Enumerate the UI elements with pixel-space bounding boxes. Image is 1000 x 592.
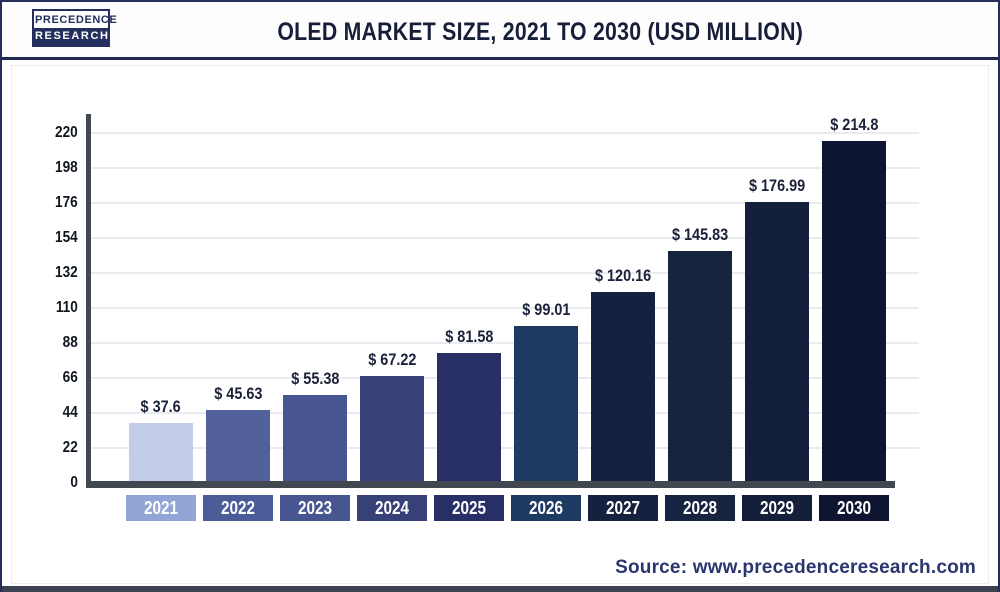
y-tick-label-132: 132 xyxy=(6,263,78,283)
gridline-132 xyxy=(91,272,919,275)
bar-value-text-2026: $ 99.01 xyxy=(521,300,571,319)
year-label-text-2027: 2027 xyxy=(605,497,641,518)
bar-value-label-2024: $ 67.22 xyxy=(322,349,462,371)
y-tick-label-220: 220 xyxy=(6,123,78,143)
year-label-box-2021: 2021 xyxy=(126,495,196,521)
y-tick-text-132: 132 xyxy=(55,264,78,282)
logo-line-precedence: PRECEDENCE xyxy=(34,11,117,28)
year-label-box-2029: 2029 xyxy=(742,495,812,521)
y-tick-text-66: 66 xyxy=(62,369,78,387)
bar-value-text-2021: $ 37.6 xyxy=(140,397,182,416)
gridline-110 xyxy=(91,307,919,310)
year-label-box-2024: 2024 xyxy=(357,495,427,521)
header: PRECEDENCE RESEARCH OLED MARKET SIZE, 20… xyxy=(2,2,998,60)
y-tick-label-44: 44 xyxy=(6,403,78,423)
bar-value-text-2029: $ 176.99 xyxy=(748,176,806,195)
bar-value-text-2028: $ 145.83 xyxy=(671,225,729,244)
y-tick-label-110: 110 xyxy=(6,298,78,318)
bar-2029 xyxy=(745,202,809,483)
gridline-44 xyxy=(91,412,919,415)
y-tick-label-198: 198 xyxy=(6,158,78,178)
bar-value-label-2026: $ 99.01 xyxy=(476,299,616,321)
year-label-text-2023: 2023 xyxy=(297,497,333,518)
gridline-154 xyxy=(91,237,919,240)
year-label-text-2030: 2030 xyxy=(836,497,872,518)
y-tick-label-154: 154 xyxy=(6,228,78,248)
year-label-box-2026: 2026 xyxy=(511,495,581,521)
bar-value-text-2022: $ 45.63 xyxy=(213,384,263,403)
y-tick-text-44: 44 xyxy=(62,404,78,422)
y-tick-text-154: 154 xyxy=(55,229,78,247)
bar-value-label-2028: $ 145.83 xyxy=(630,224,770,246)
y-tick-label-22: 22 xyxy=(6,438,78,458)
year-label-text-2021: 2021 xyxy=(143,497,179,518)
bar-2024 xyxy=(360,376,424,483)
x-axis-line xyxy=(86,481,895,488)
bar-2023 xyxy=(283,395,347,483)
year-label-text-2026: 2026 xyxy=(528,497,564,518)
year-label-box-2023: 2023 xyxy=(280,495,350,521)
y-tick-text-220: 220 xyxy=(55,124,78,142)
bottom-border xyxy=(2,586,998,592)
year-label-box-2027: 2027 xyxy=(588,495,658,521)
y-tick-label-66: 66 xyxy=(6,368,78,388)
bar-value-label-2027: $ 120.16 xyxy=(553,265,693,287)
chart-title: OLED MARKET SIZE, 2021 TO 2030 (USD MILL… xyxy=(2,18,998,47)
bar-value-label-2021: $ 37.6 xyxy=(91,396,231,418)
source-attribution: Source: www.precedenceresearch.com xyxy=(615,557,976,578)
bar-2022 xyxy=(206,410,270,483)
bar-value-label-2022: $ 45.63 xyxy=(168,383,308,405)
year-label-box-2030: 2030 xyxy=(819,495,889,521)
bar-value-text-2027: $ 120.16 xyxy=(594,266,652,285)
gridline-198 xyxy=(91,167,919,170)
chart-title-text: OLED MARKET SIZE, 2021 TO 2030 (USD MILL… xyxy=(277,18,803,46)
bar-value-label-2029: $ 176.99 xyxy=(707,175,847,197)
year-label-text-2022: 2022 xyxy=(220,497,256,518)
logo-line-research: RESEARCH xyxy=(34,28,108,45)
year-label-text-2028: 2028 xyxy=(682,497,718,518)
y-axis-line xyxy=(86,114,91,488)
y-tick-label-176: 176 xyxy=(6,193,78,213)
year-label-text-2024: 2024 xyxy=(374,497,410,518)
gridline-88 xyxy=(91,342,919,345)
bar-2030 xyxy=(822,141,886,483)
y-tick-text-110: 110 xyxy=(56,299,78,317)
bar-value-label-2023: $ 55.38 xyxy=(245,368,385,390)
bar-value-text-2025: $ 81.58 xyxy=(444,327,494,346)
bar-2026 xyxy=(514,326,578,483)
y-tick-text-22: 22 xyxy=(62,439,78,457)
y-tick-text-176: 176 xyxy=(55,194,78,212)
y-tick-label-0: 0 xyxy=(6,473,78,493)
year-label-box-2028: 2028 xyxy=(665,495,735,521)
y-tick-text-0: 0 xyxy=(70,474,78,491)
year-label-box-2025: 2025 xyxy=(434,495,504,521)
year-label-text-2025: 2025 xyxy=(451,497,487,518)
year-label-box-2022: 2022 xyxy=(203,495,273,521)
bar-2025 xyxy=(437,353,501,483)
bar-2028 xyxy=(668,251,732,483)
bar-value-label-2030: $ 214.8 xyxy=(784,114,924,136)
gridline-66 xyxy=(91,377,919,380)
bar-value-text-2023: $ 55.38 xyxy=(290,369,340,388)
bar-value-text-2030: $ 214.8 xyxy=(829,115,879,134)
y-tick-text-88: 88 xyxy=(62,334,78,352)
year-label-text-2029: 2029 xyxy=(759,497,795,518)
bar-value-label-2025: $ 81.58 xyxy=(399,326,539,348)
bar-2021 xyxy=(129,423,193,483)
gridline-22 xyxy=(91,447,919,450)
precedence-research-logo: PRECEDENCE RESEARCH xyxy=(32,9,117,47)
bar-2027 xyxy=(591,292,655,483)
gridline-220 xyxy=(91,132,919,135)
bar-value-text-2024: $ 67.22 xyxy=(367,350,417,369)
y-tick-text-198: 198 xyxy=(55,159,78,177)
gridline-176 xyxy=(91,202,919,205)
y-tick-label-88: 88 xyxy=(6,333,78,353)
